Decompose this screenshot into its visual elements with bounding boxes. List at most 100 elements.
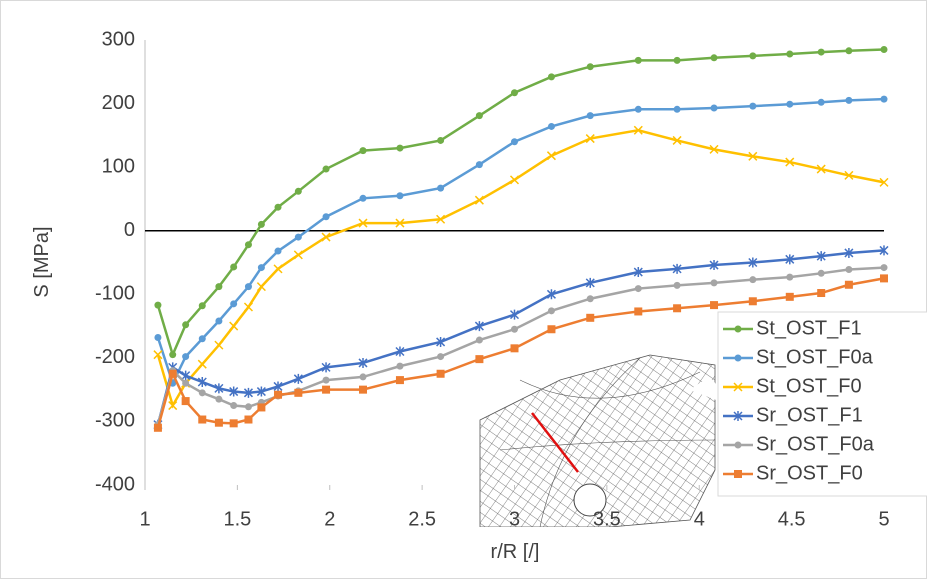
legend-marker [735, 355, 742, 362]
y-tick-label: 300 [102, 28, 135, 50]
y-tick-label: -400 [95, 473, 135, 495]
data-point [199, 335, 206, 342]
data-point [711, 105, 718, 112]
legend-marker [735, 442, 742, 449]
x-tick-label: 2 [324, 508, 335, 530]
data-point [437, 185, 444, 192]
data-point [182, 380, 189, 387]
data-point [749, 103, 756, 110]
data-point [154, 424, 162, 432]
legend-marker [734, 470, 742, 478]
data-point [275, 204, 282, 211]
data-point [548, 123, 555, 130]
data-point [749, 297, 757, 305]
data-point [818, 270, 825, 277]
data-point [360, 195, 367, 202]
data-point [182, 321, 189, 328]
data-point [215, 283, 222, 290]
x-tick-label: 5 [878, 508, 889, 530]
data-point [511, 326, 518, 333]
legend-marker [735, 326, 742, 333]
data-point [711, 54, 718, 61]
data-point [295, 188, 302, 195]
data-point [674, 57, 681, 64]
legend-label: Sr_OST_F0a [756, 433, 875, 455]
data-point [244, 416, 252, 424]
data-point [786, 293, 794, 301]
data-point [360, 373, 367, 380]
data-point [215, 317, 222, 324]
y-axis-title: S [MPa] [31, 226, 53, 297]
data-point [476, 161, 483, 168]
data-point [476, 112, 483, 119]
data-point [360, 147, 367, 154]
data-point [845, 281, 853, 289]
data-point [230, 263, 237, 270]
data-point [323, 166, 330, 173]
data-point [548, 73, 555, 80]
data-point [437, 353, 444, 360]
data-point [323, 213, 330, 220]
y-tick-label: 200 [102, 92, 135, 114]
legend-label: Sr_OST_F1 [756, 404, 863, 426]
x-tick-label: 1 [139, 508, 150, 530]
x-tick-label: 4 [694, 508, 705, 530]
data-point [396, 376, 404, 384]
y-tick-label: -300 [95, 410, 135, 432]
data-point [322, 386, 330, 394]
data-point [817, 289, 825, 297]
data-point [245, 241, 252, 248]
data-point [635, 285, 642, 292]
data-point [198, 416, 206, 424]
data-point [786, 50, 793, 57]
data-point [587, 295, 594, 302]
data-point [635, 106, 642, 113]
data-point [323, 377, 330, 384]
data-point [586, 314, 594, 322]
data-point [230, 402, 237, 409]
data-point [396, 192, 403, 199]
data-point [786, 101, 793, 108]
data-point [169, 370, 177, 378]
data-point [257, 403, 265, 411]
data-point [710, 301, 718, 309]
data-point [215, 419, 223, 427]
data-point [476, 337, 483, 344]
data-point [786, 274, 793, 281]
data-point [845, 266, 852, 273]
data-point [673, 304, 681, 312]
data-point [749, 276, 756, 283]
data-point [635, 57, 642, 64]
data-point [396, 363, 403, 370]
data-point [258, 221, 265, 228]
data-point [845, 47, 852, 54]
data-point [245, 283, 252, 290]
data-point [182, 353, 189, 360]
legend-label: Sr_OST_F0 [756, 462, 863, 484]
data-point [587, 112, 594, 119]
data-point [294, 389, 302, 397]
data-point [154, 302, 161, 309]
data-point [437, 370, 445, 378]
legend-label: St_OST_F0a [756, 346, 874, 368]
data-point [881, 264, 888, 271]
x-axis-title: r/R [/] [491, 541, 540, 563]
data-point [845, 97, 852, 104]
data-point [548, 307, 555, 314]
x-tick-label: 3 [509, 508, 520, 530]
data-point [258, 264, 265, 271]
x-tick-label: 1.5 [223, 508, 251, 530]
data-point [274, 391, 282, 399]
data-point [396, 145, 403, 152]
data-point [511, 344, 519, 352]
data-point [711, 279, 718, 286]
y-tick-label: -100 [95, 283, 135, 305]
chart: r/R [/] S [MPa] -400-300-200-10001002003… [0, 0, 927, 579]
data-point [199, 302, 206, 309]
data-point [587, 63, 594, 70]
data-point [245, 403, 252, 410]
data-point [881, 96, 888, 103]
data-point [749, 52, 756, 59]
y-tick-label: 100 [102, 155, 135, 177]
data-point [818, 49, 825, 56]
